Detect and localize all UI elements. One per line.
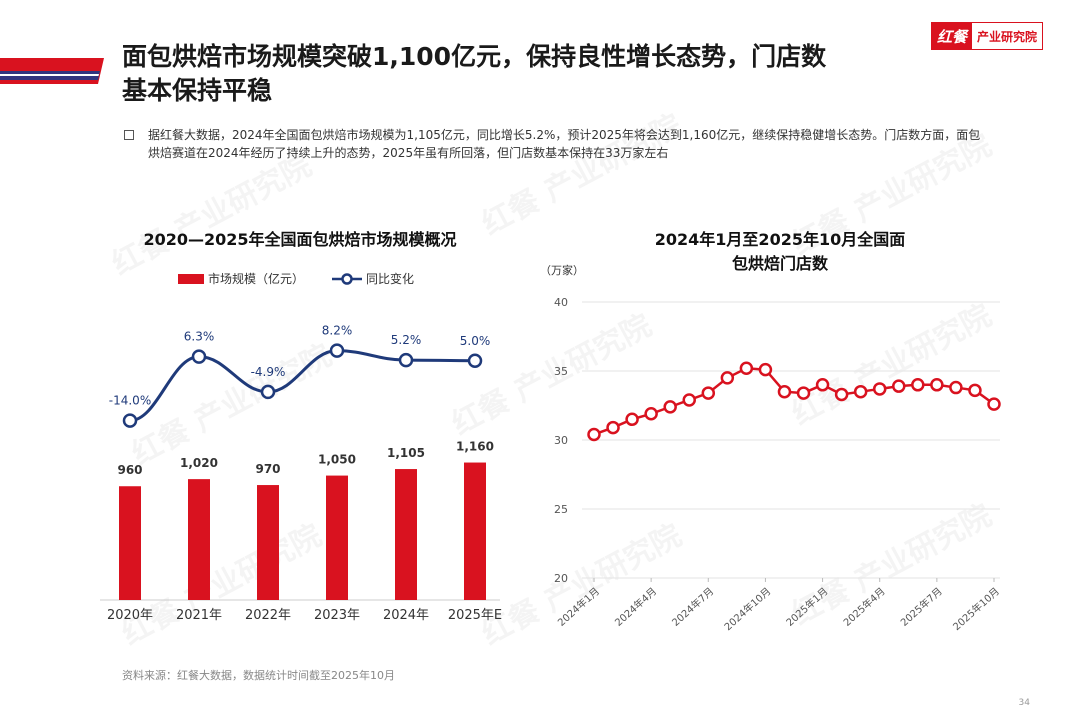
bar-value-label: 970 xyxy=(255,462,280,476)
bar-value-label: 1,050 xyxy=(318,453,356,467)
x-tick-label: 2025年4月 xyxy=(841,585,888,629)
bar xyxy=(119,486,141,600)
store-count-point xyxy=(911,378,925,392)
logo-mark: 红餐 xyxy=(932,23,973,49)
x-tick-label: 2024年4月 xyxy=(612,585,659,629)
y-tick-label: 40 xyxy=(554,296,568,309)
yoy-value-label: -4.9% xyxy=(251,365,286,379)
yoy-point xyxy=(122,413,138,428)
store-count-point xyxy=(949,380,963,395)
yoy-point xyxy=(398,352,414,368)
x-tick-label: 2024年 xyxy=(383,608,429,623)
right-chart-title: 2024年1月至2025年10月全国面 包烘焙门店数 xyxy=(610,228,950,276)
yoy-point xyxy=(260,384,276,400)
summary-block: 据红餐大数据，2024年全国面包烘焙市场规模为1,105亿元，同比增长5.2%，… xyxy=(122,126,982,162)
yoy-value-label: 5.0% xyxy=(460,334,491,348)
bar-value-label: 1,160 xyxy=(456,440,494,454)
x-tick-label: 2025年1月 xyxy=(783,585,830,629)
bar xyxy=(395,469,417,600)
y-tick-label: 20 xyxy=(554,572,568,585)
x-tick-label: 2021年 xyxy=(176,608,222,623)
store-count-point xyxy=(834,387,849,402)
store-count-point xyxy=(968,383,982,398)
right-chart-title-line1: 2024年1月至2025年10月全国面 xyxy=(654,230,906,249)
logo-text: 产业研究院 xyxy=(972,23,1043,49)
square-bullet-icon xyxy=(124,130,134,140)
legend-bar-swatch-icon xyxy=(178,273,204,284)
bar xyxy=(464,462,486,600)
page-number: 34 xyxy=(1018,698,1030,708)
yoy-point xyxy=(191,349,207,364)
x-tick-label: 2023年 xyxy=(314,608,360,623)
y-tick-label: 25 xyxy=(554,503,568,516)
store-count-point xyxy=(815,378,830,392)
store-count-point xyxy=(930,378,944,392)
store-count-point xyxy=(720,371,735,385)
accent-bar xyxy=(0,58,104,84)
store-count-point xyxy=(625,412,639,427)
store-count-point xyxy=(644,407,658,421)
x-tick-label: 2022年 xyxy=(245,608,291,623)
y-axis-unit-label: （万家） xyxy=(540,263,584,277)
store-count-point xyxy=(701,386,716,400)
left-chart-title: 2020—2025年全国面包烘焙市场规模概况 xyxy=(143,230,457,249)
store-count-point xyxy=(587,427,601,442)
store-count-point xyxy=(758,362,773,377)
store-count-point xyxy=(739,361,754,375)
store-count-point xyxy=(853,384,868,399)
bar-value-label: 1,105 xyxy=(387,446,425,460)
store-count-point xyxy=(682,393,696,407)
y-tick-label: 30 xyxy=(554,434,568,447)
legend-line-label: 同比变化 xyxy=(366,272,415,286)
x-tick-label: 2025年7月 xyxy=(898,585,945,629)
x-tick-label: 2024年1月 xyxy=(555,585,602,629)
page-title-line1: 面包烘焙市场规模突破1,100亿元，保持良性增长态势，门店数 xyxy=(122,42,827,71)
store-count-point xyxy=(777,384,792,399)
store-count-point xyxy=(606,420,620,435)
x-tick-label: 2024年10月 xyxy=(721,585,773,634)
store-count-line xyxy=(593,366,995,436)
yoy-value-label: -14.0% xyxy=(109,394,151,408)
bar-value-label: 960 xyxy=(117,463,142,477)
x-tick-label: 2024年7月 xyxy=(669,585,716,629)
legend-item-line: 同比变化 xyxy=(332,270,414,287)
x-tick-label: 2025年10月 xyxy=(950,585,1002,634)
store-count-point xyxy=(872,382,887,396)
legend-bar-label: 市场规模（亿元） xyxy=(208,272,305,286)
x-tick-label: 2020年 xyxy=(107,608,153,623)
x-tick-label: 2025年E xyxy=(448,608,502,623)
yoy-value-label: 6.3% xyxy=(184,330,215,344)
bar-value-label: 1,020 xyxy=(180,456,218,470)
yoy-point xyxy=(329,343,345,358)
y-tick-label: 35 xyxy=(554,365,568,378)
yoy-point xyxy=(467,353,483,368)
store-count-point xyxy=(796,386,811,400)
bar xyxy=(257,485,279,600)
bar xyxy=(188,479,210,600)
yoy-value-label: 5.2% xyxy=(391,333,422,347)
yoy-value-label: 8.2% xyxy=(322,324,353,338)
page-title: 面包烘焙市场规模突破1,100亿元，保持良性增长态势，门店数 基本保持平稳 xyxy=(122,40,922,108)
store-count-point xyxy=(987,397,1001,411)
brand-logo: 红餐 产业研究院 xyxy=(931,22,1044,50)
data-source: 资料来源：红餐大数据，数据统计时间截至2025年10月 xyxy=(122,669,395,682)
legend-item-bar: 市场规模（亿元） xyxy=(178,270,304,287)
summary-text: 据红餐大数据，2024年全国面包烘焙市场规模为1,105亿元，同比增长5.2%，… xyxy=(148,128,981,160)
legend-line-swatch-icon xyxy=(332,272,363,285)
left-chart-legend: 市场规模（亿元） 同比变化 xyxy=(178,270,442,287)
bar xyxy=(326,475,348,600)
page-title-line2: 基本保持平稳 xyxy=(122,76,273,105)
store-count-point xyxy=(663,400,677,414)
store-count-point xyxy=(892,379,906,393)
right-chart-title-line2: 包烘焙门店数 xyxy=(731,254,828,273)
